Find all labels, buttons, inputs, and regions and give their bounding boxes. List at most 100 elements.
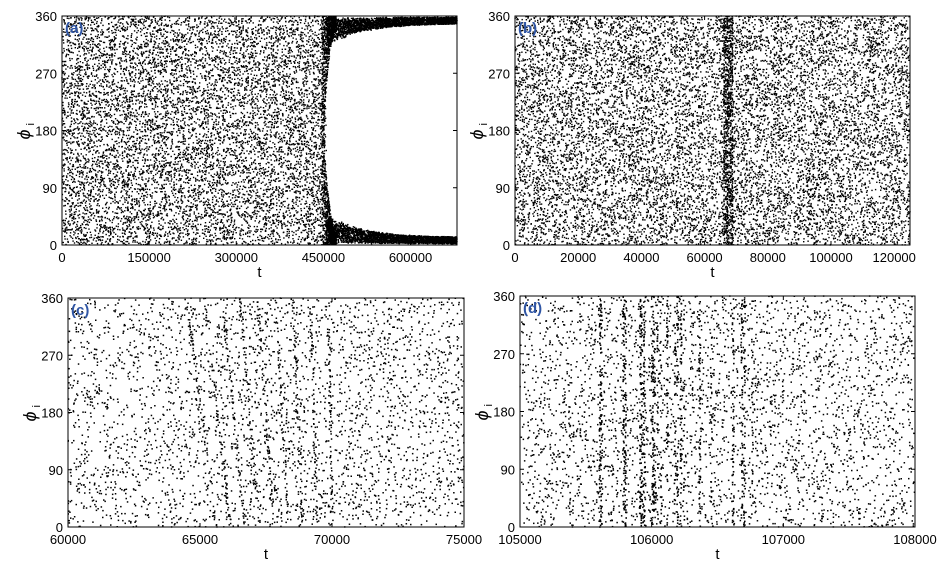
data-point xyxy=(70,30,72,32)
data-point xyxy=(78,18,80,20)
data-point xyxy=(226,242,228,244)
data-point xyxy=(169,60,171,63)
data-point xyxy=(254,213,256,215)
data-point xyxy=(93,200,95,203)
data-point xyxy=(70,26,72,28)
data-point xyxy=(127,116,129,118)
data-point xyxy=(197,197,200,199)
data-point xyxy=(317,213,319,216)
data-point xyxy=(181,67,183,70)
data-point xyxy=(265,133,268,135)
data-point xyxy=(67,202,69,205)
data-point xyxy=(78,71,81,73)
data-point xyxy=(282,25,284,27)
data-point xyxy=(234,42,236,45)
data-point xyxy=(187,81,189,83)
data-point xyxy=(85,33,87,36)
data-point xyxy=(301,176,303,178)
data-point xyxy=(92,195,94,198)
data-point xyxy=(87,138,89,140)
data-point xyxy=(265,105,267,107)
data-point xyxy=(149,204,151,206)
data-point xyxy=(182,227,184,229)
data-point xyxy=(134,62,136,64)
data-point xyxy=(151,97,153,99)
data-point xyxy=(232,194,235,196)
data-point xyxy=(275,204,278,207)
data-point xyxy=(106,80,108,83)
data-point xyxy=(216,81,218,83)
data-point xyxy=(70,82,73,84)
data-point xyxy=(150,226,152,228)
data-point xyxy=(230,48,233,50)
data-point xyxy=(167,25,169,27)
data-point xyxy=(304,77,306,79)
data-point xyxy=(313,84,316,86)
data-point xyxy=(303,62,305,64)
data-point xyxy=(144,100,146,102)
data-point xyxy=(126,153,129,155)
data-point xyxy=(188,128,190,131)
data-point xyxy=(312,238,315,240)
data-point xyxy=(278,66,280,69)
data-point xyxy=(120,73,122,75)
data-point xyxy=(153,64,156,66)
data-point xyxy=(291,31,293,34)
data-point xyxy=(294,102,296,105)
data-point xyxy=(316,34,318,37)
data-point xyxy=(99,145,101,147)
data-point xyxy=(170,155,172,158)
data-point xyxy=(301,96,303,98)
data-point xyxy=(255,197,257,200)
data-point xyxy=(154,19,156,22)
panel-a: 0 150000 300000 450000 600000090180270360tϕi… xyxy=(14,9,458,281)
data-point xyxy=(74,217,77,220)
data-point xyxy=(73,153,75,155)
data-point xyxy=(282,223,284,226)
data-point xyxy=(113,176,116,178)
data-point xyxy=(74,232,76,234)
data-point xyxy=(144,204,146,206)
data-point xyxy=(147,72,150,75)
data-point xyxy=(206,140,209,142)
data-point xyxy=(269,188,272,190)
data-point xyxy=(318,185,320,187)
data-point xyxy=(94,122,97,124)
data-point xyxy=(171,48,174,50)
data-point xyxy=(140,115,142,118)
data-point xyxy=(274,143,276,145)
data-point xyxy=(87,20,89,22)
data-point xyxy=(207,113,209,115)
data-point xyxy=(148,139,150,141)
data-point xyxy=(91,177,93,179)
data-point xyxy=(206,71,208,73)
data-point xyxy=(175,110,177,112)
data-point xyxy=(191,116,194,119)
data-point xyxy=(221,115,223,117)
data-point xyxy=(239,49,242,52)
data-point xyxy=(205,32,207,35)
data-point xyxy=(264,237,266,239)
data-point xyxy=(266,88,268,90)
data-point xyxy=(173,184,175,187)
data-point xyxy=(253,74,256,76)
data-point xyxy=(104,115,107,117)
data-point xyxy=(179,236,181,238)
data-point xyxy=(266,66,268,68)
data-point xyxy=(275,121,278,123)
data-point xyxy=(82,135,84,137)
data-point xyxy=(282,204,284,206)
data-point xyxy=(142,67,144,70)
data-point xyxy=(173,40,175,42)
data-point xyxy=(243,97,245,99)
data-point xyxy=(181,34,184,36)
data-point xyxy=(251,32,253,34)
data-point xyxy=(122,132,125,134)
data-point xyxy=(251,99,253,101)
data-point xyxy=(63,50,65,52)
data-point xyxy=(267,156,269,158)
data-point xyxy=(62,133,65,135)
data-point xyxy=(265,223,267,225)
data-point xyxy=(116,99,118,102)
data-point xyxy=(131,99,133,101)
